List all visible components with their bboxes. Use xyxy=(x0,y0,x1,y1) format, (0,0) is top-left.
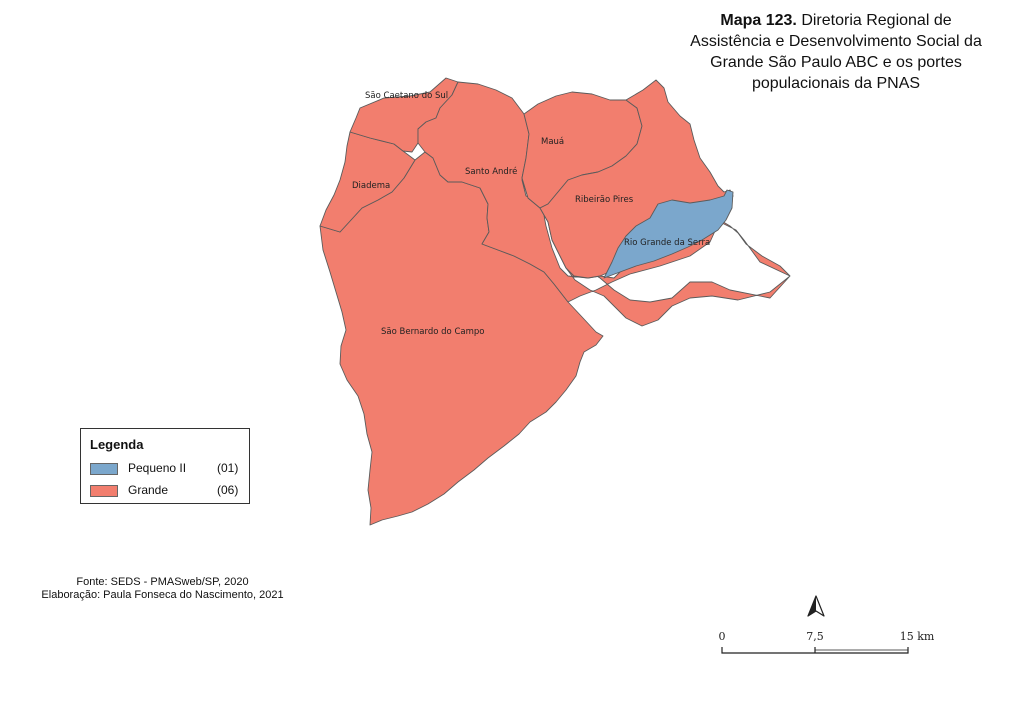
scale-and-north: 0 7,5 15 km xyxy=(719,595,935,654)
scale-tick-0: 0 xyxy=(719,630,726,643)
legend-box: Legenda Pequeno II (01) Grande (06) xyxy=(80,428,250,504)
map-title-number: Mapa 123. xyxy=(720,12,797,29)
label-sao-caetano-do-sul: São Caetano do Sul xyxy=(365,91,448,101)
scale-tick-end: 15 km xyxy=(900,630,935,643)
municipality-rio-grande-da-serra[interactable] xyxy=(603,189,734,279)
legend-title: Legenda xyxy=(90,437,144,452)
legend-label: Pequeno II xyxy=(128,461,187,475)
label-maua: Mauá xyxy=(541,137,564,147)
legend-count: (01) xyxy=(217,461,239,475)
legend-label: Grande xyxy=(128,483,169,497)
source-line: Fonte: SEDS - PMASweb/SP, 2020 xyxy=(76,576,249,588)
source-note: Fonte: SEDS - PMASweb/SP, 2020 Elaboraçã… xyxy=(30,576,295,602)
north-arrow-icon xyxy=(807,595,825,617)
label-diadema: Diadema xyxy=(352,181,390,191)
map-title-text: Diretoria Regional de Assistência e Dese… xyxy=(690,12,982,92)
scale-bar: 0 7,5 15 km xyxy=(719,630,935,654)
legend-swatch-pequeno-ii xyxy=(90,463,118,475)
scale-tick-mid: 7,5 xyxy=(806,630,824,643)
author-line: Elaboração: Paula Fonseca do Nascimento,… xyxy=(41,589,284,601)
label-rio-grande-da-serra: Rio Grande da Serra xyxy=(624,238,710,248)
label-santo-andre: Santo André xyxy=(465,166,517,177)
map-title: Mapa 123. Diretoria Regional de Assistên… xyxy=(686,10,986,94)
legend-count: (06) xyxy=(217,483,239,497)
label-sao-bernardo-do-campo: São Bernardo do Campo xyxy=(381,327,484,337)
legend-swatch-grande xyxy=(90,485,118,497)
label-ribeirao-pires: Ribeirão Pires xyxy=(575,195,634,205)
